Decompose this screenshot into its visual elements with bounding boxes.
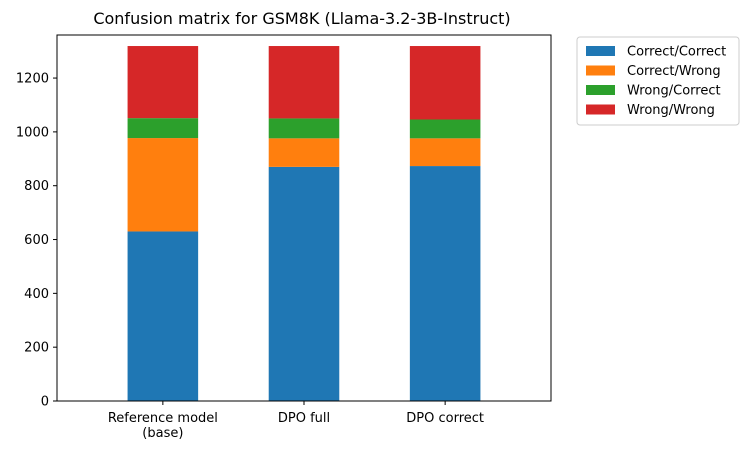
bar-segment-wrong-wrong-1	[268, 46, 340, 119]
y-tick-label: 0	[41, 395, 49, 410]
bar-segment-correct-wrong-0	[127, 138, 199, 232]
legend-box	[576, 36, 740, 126]
legend-swatch-wrong-wrong	[586, 104, 615, 115]
axes-group: 0 200 400 600 800 1000 1200 Reference model (bas…	[16, 34, 552, 441]
legend-label-wrong-wrong: Wrong/Wrong	[627, 103, 715, 118]
y-tick-label: 400	[24, 287, 49, 302]
legend-label-wrong-correct: Wrong/Correct	[627, 84, 721, 99]
bar-segment-correct-correct-0	[127, 231, 199, 401]
bar-segment-wrong-wrong-2	[409, 46, 481, 120]
bar-segment-correct-correct-1	[268, 166, 340, 401]
bar-segment-wrong-wrong-0	[127, 46, 199, 119]
bar-segment-correct-wrong-1	[268, 138, 340, 167]
legend-label-correct-wrong: Correct/Wrong	[627, 64, 721, 79]
bars-group	[127, 46, 481, 401]
legend: Correct/Correct Correct/Wrong Wrong/Correc…	[576, 36, 740, 126]
y-tick-label: 1200	[16, 72, 49, 87]
legend-swatch-wrong-correct	[586, 85, 615, 95]
legend-label-correct-correct: Correct/Correct	[627, 45, 726, 60]
x-tick-label: DPO full	[278, 411, 330, 426]
x-tick-label: DPO correct	[406, 411, 484, 426]
bar-segment-wrong-correct-0	[127, 118, 199, 139]
x-tick-label: Reference model (base)	[108, 411, 218, 441]
bar-segment-correct-correct-2	[409, 166, 481, 401]
bar-segment-wrong-correct-1	[268, 118, 340, 139]
chart-title: Confusion matrix for GSM8K (Llama-3.2-3B…	[93, 9, 510, 28]
bar-segment-wrong-correct-2	[409, 119, 481, 139]
legend-swatch-correct-wrong	[586, 65, 615, 76]
y-tick-label: 800	[24, 179, 49, 194]
legend-swatch-correct-correct	[586, 46, 615, 56]
bar-segment-correct-wrong-2	[409, 138, 481, 167]
y-tick-label: 1000	[16, 125, 49, 140]
y-tick-label: 200	[24, 341, 49, 356]
y-tick-label: 600	[24, 233, 49, 248]
